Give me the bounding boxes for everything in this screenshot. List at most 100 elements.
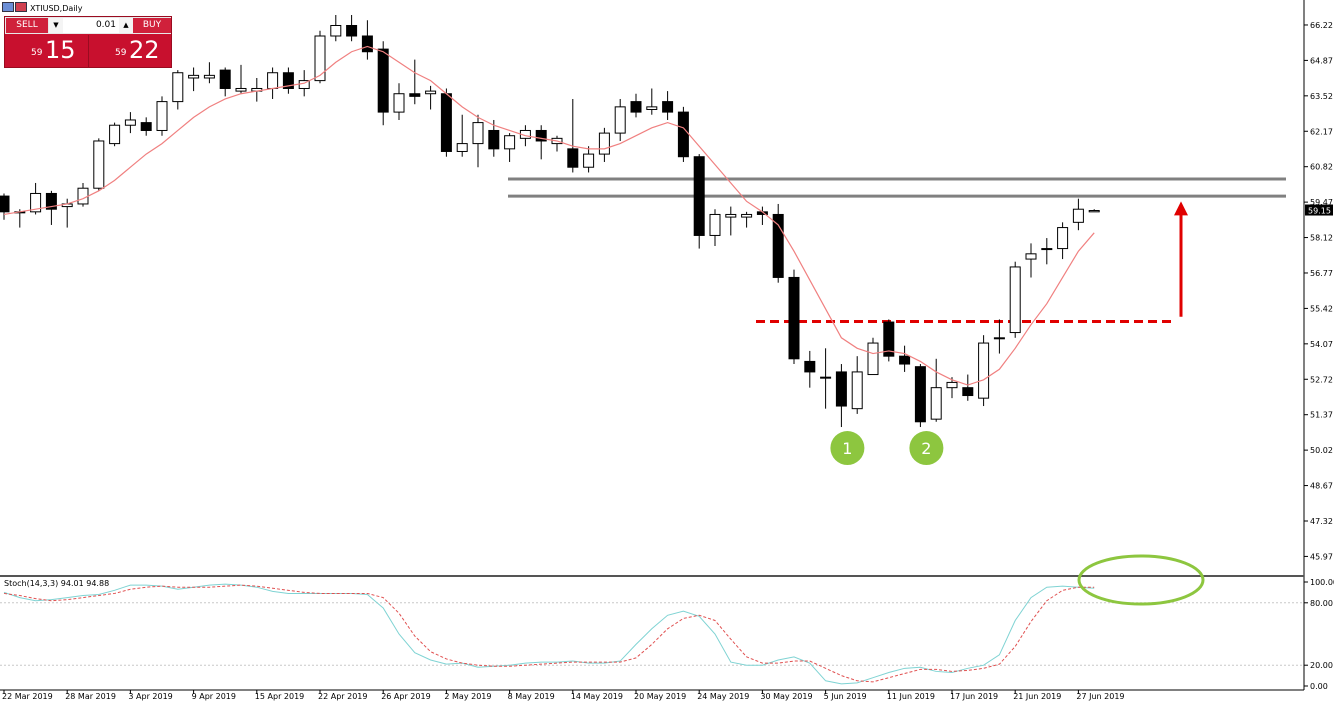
stoch-tick-label: 20.00 <box>1310 661 1333 670</box>
moving-average-line <box>3 45 1095 386</box>
time-tick-label: 22 Apr 2019 <box>318 692 367 701</box>
candle-body <box>946 381 958 389</box>
candle-body <box>677 111 689 158</box>
candle-body <box>314 35 326 82</box>
candle-body <box>472 122 484 145</box>
candle-body <box>851 371 863 410</box>
buy-price-main: 22 <box>129 36 160 64</box>
candle-body <box>1025 253 1037 260</box>
candle-body <box>425 90 437 95</box>
time-tick-label: 3 Apr 2019 <box>128 692 172 701</box>
pattern-marker-label: 2 <box>921 439 931 458</box>
time-tick-label: 8 May 2019 <box>508 692 555 701</box>
sell-button[interactable]: SELL <box>6 18 48 33</box>
up-arrow-head <box>1174 201 1188 216</box>
price-tick-label: 51.37 <box>1310 411 1333 420</box>
price-tick-label: 54.07 <box>1310 340 1333 349</box>
candle-body <box>30 192 42 213</box>
time-tick-label: 11 Jun 2019 <box>887 692 935 701</box>
candle-body <box>772 213 784 278</box>
time-tick-label: 9 Apr 2019 <box>192 692 236 701</box>
price-tick-label: 58.12 <box>1310 234 1333 243</box>
candle-body <box>962 387 974 397</box>
price-axis[interactable]: 66.22 64.87 63.52 62.17 60.82 59.47 58.12 56.77… <box>1304 21 1333 561</box>
candle-body <box>361 35 373 53</box>
pattern-marker-label: 1 <box>842 439 852 458</box>
candle-body <box>188 74 200 79</box>
time-tick-label: 30 May 2019 <box>760 692 812 701</box>
candle-body <box>741 213 753 218</box>
candle-body <box>93 140 105 189</box>
time-tick-label: 2 May 2019 <box>444 692 491 701</box>
time-tick-label: 21 Jun 2019 <box>1013 692 1061 701</box>
lot-increase-icon[interactable]: ▲ <box>119 18 133 33</box>
time-tick-label: 20 May 2019 <box>634 692 686 701</box>
price-tick-label: 64.87 <box>1310 56 1333 65</box>
price-tick-label: 62.17 <box>1310 127 1333 136</box>
candle-body <box>1088 210 1100 213</box>
price-tick-label: 59.47 <box>1310 198 1333 207</box>
lot-decrease-icon[interactable]: ▼ <box>49 18 63 33</box>
price-tick-label: 56.77 <box>1310 269 1333 278</box>
time-tick-label: 28 Mar 2019 <box>65 692 116 701</box>
current-price-label: 59.15 <box>1308 207 1331 216</box>
time-tick-label: 22 Mar 2019 <box>2 692 53 701</box>
time-axis[interactable]: 22 Mar 2019 28 Mar 2019 3 Apr 2019 9 Apr 20… <box>2 690 1125 701</box>
candle-body <box>409 93 421 97</box>
candle-body <box>172 72 184 103</box>
sell-price-main: 15 <box>45 36 76 64</box>
buy-price[interactable]: 59 22 <box>89 35 171 67</box>
candle-body <box>0 195 10 213</box>
candle-body <box>883 321 895 357</box>
candle-body <box>614 106 626 134</box>
candle-body <box>899 355 911 365</box>
chart-window-icon <box>2 2 14 12</box>
candle-body <box>140 122 152 131</box>
moving-average <box>3 45 1095 386</box>
price-tick-label: 55.42 <box>1310 304 1333 313</box>
time-tick-label: 14 May 2019 <box>571 692 623 701</box>
price-tick-label: 47.32 <box>1310 517 1333 526</box>
time-tick-label: 26 Apr 2019 <box>381 692 430 701</box>
sell-price[interactable]: 59 15 <box>5 35 89 67</box>
candle-body <box>646 106 658 110</box>
candle-body <box>235 87 247 92</box>
candle-body <box>488 129 500 150</box>
candle-body <box>630 101 642 113</box>
pattern-marker-circle <box>830 431 865 466</box>
candle-body <box>203 74 215 79</box>
one-click-trading-panel: SELL ▼ 0.01 ▲ BUY 59 15 59 22 <box>4 16 172 68</box>
candle-body <box>77 187 89 205</box>
candle-body <box>709 213 721 236</box>
overbought-highlight-ellipse <box>1077 554 1205 606</box>
stoch-tick-label: 80.00 <box>1310 599 1333 608</box>
candle-body <box>993 337 1005 340</box>
candle-body <box>662 101 674 113</box>
stoch-signal-line <box>3 584 1095 683</box>
candle-body <box>804 360 816 373</box>
candle-body <box>156 101 168 131</box>
candle-body <box>267 72 279 89</box>
current-price-badge <box>1305 204 1333 216</box>
candle-body <box>978 342 990 399</box>
candle-body <box>867 342 879 376</box>
candle-body <box>1041 248 1053 251</box>
chart-title: XTIUSD,Daily <box>2 2 82 14</box>
lot-size-input[interactable]: 0.01 <box>63 18 119 33</box>
candle-body <box>567 148 579 168</box>
candle-body <box>504 135 516 150</box>
candle-body <box>124 119 136 126</box>
time-tick-label: 17 Jun 2019 <box>950 692 998 701</box>
buy-button[interactable]: BUY <box>133 18 171 33</box>
candle-body <box>1009 266 1021 334</box>
candle-body <box>835 371 847 407</box>
candle-body <box>914 366 926 423</box>
sell-price-prefix: 59 <box>31 48 43 58</box>
candlesticks <box>0 15 1100 428</box>
buy-price-prefix: 59 <box>115 48 127 58</box>
stochastic-label: Stoch(14,3,3) 94.01 94.88 <box>4 579 110 588</box>
time-tick-label: 15 Apr 2019 <box>255 692 304 701</box>
candle-body <box>282 72 294 89</box>
stoch-main-line <box>3 583 1095 685</box>
